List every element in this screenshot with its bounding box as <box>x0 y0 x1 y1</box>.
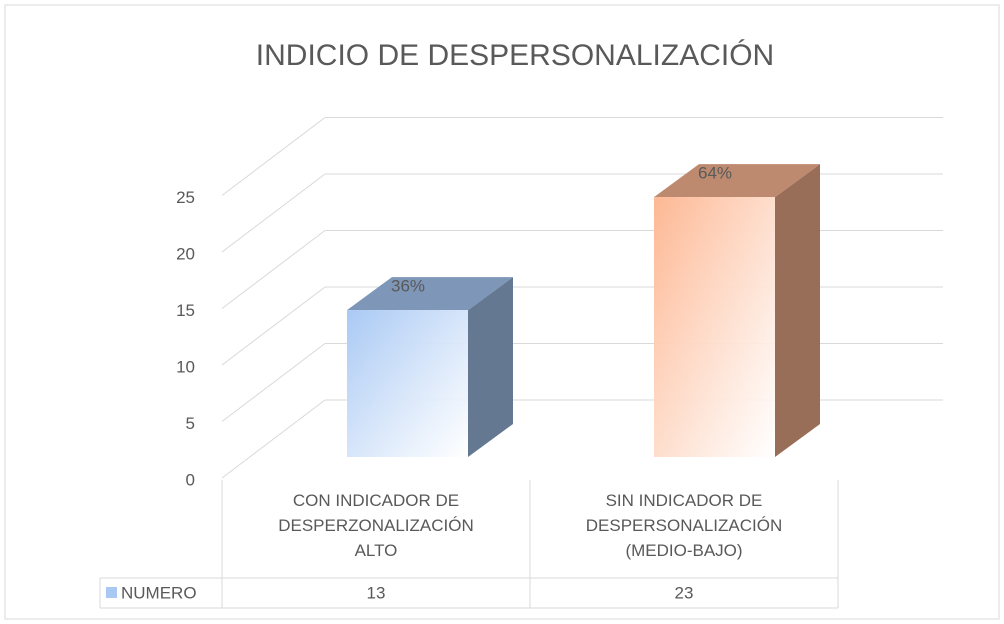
grid-line <box>221 286 326 366</box>
bar <box>654 197 775 457</box>
bar <box>347 310 468 457</box>
grid-line <box>221 117 326 196</box>
data-label: 36% <box>391 277 425 296</box>
bar-top <box>654 164 820 198</box>
y-tick-label: 5 <box>186 414 195 433</box>
chart-border <box>4 4 1000 620</box>
data-label: 64% <box>698 164 732 183</box>
bar-side <box>468 277 513 457</box>
grid-line <box>221 173 326 253</box>
y-tick-label: 10 <box>176 357 195 376</box>
bar-top-shade <box>654 164 820 198</box>
x-tick-label: CON INDICADOR DE DESPERZONALIZACIÓN ALTO <box>278 491 474 560</box>
x-tick-label: SIN INDICADOR DE DESPERSONALIZACIÓN (MED… <box>585 491 783 560</box>
legend-swatch <box>106 587 117 598</box>
bar-side-shade <box>468 277 513 457</box>
bar-side-shade <box>775 164 820 457</box>
bar-top-shade <box>347 277 513 311</box>
y-tick-label: 25 <box>176 188 195 207</box>
bar-top <box>347 277 513 311</box>
grid-line <box>221 230 326 309</box>
grid-line <box>221 399 326 479</box>
bar-side <box>775 164 820 457</box>
y-tick-label: 20 <box>176 244 195 263</box>
y-tick-label: 15 <box>176 301 195 320</box>
chart-title: INDICIO DE DESPERSONALIZACIÓN <box>256 39 774 72</box>
grid-line <box>221 343 326 422</box>
y-tick-label: 0 <box>186 470 195 489</box>
table-value: 23 <box>675 583 694 602</box>
legend-label: NUMERO <box>121 583 197 602</box>
table-value: 13 <box>367 583 386 602</box>
